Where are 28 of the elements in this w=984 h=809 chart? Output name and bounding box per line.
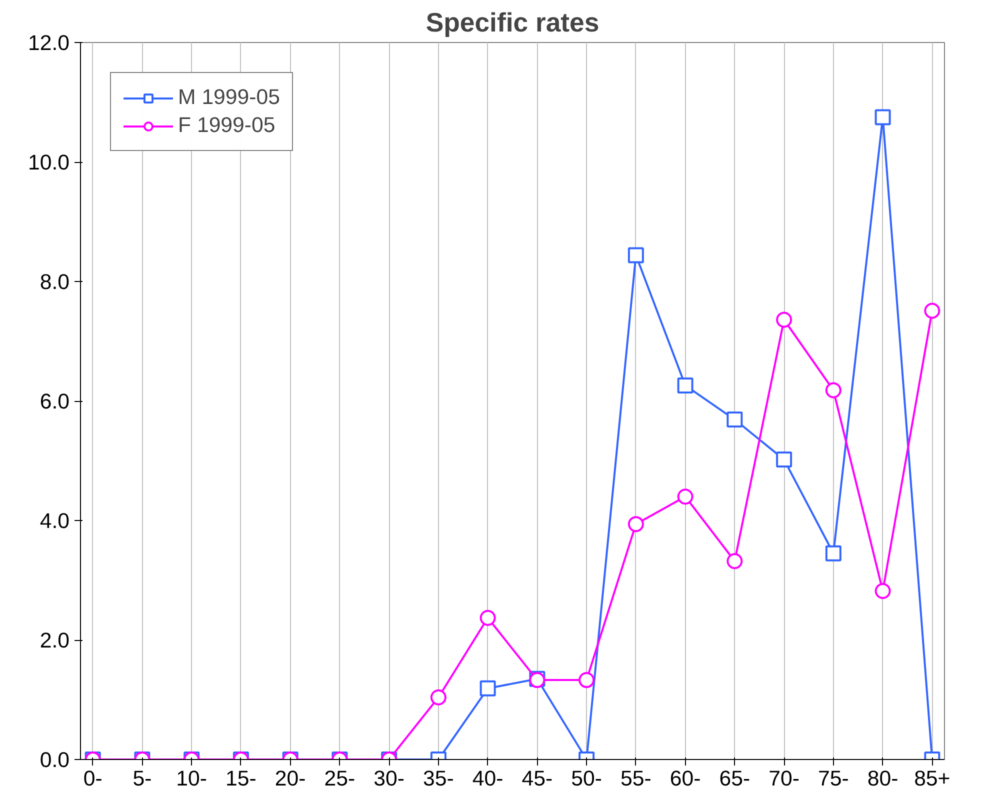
y-tick-label: 2.0 [40, 628, 70, 652]
x-tick-label: 10- [176, 766, 207, 790]
x-tick-label: 75- [818, 766, 849, 790]
y-tick-label: 0.0 [40, 748, 70, 772]
x-tick-label: 30- [374, 766, 404, 790]
x-tick-label: 45- [522, 766, 553, 790]
legend-label: F 1999-05 [178, 113, 276, 138]
x-tick-label: 80- [867, 766, 898, 790]
y-tick-label: 10.0 [28, 150, 70, 174]
y-tick-label: 8.0 [40, 270, 70, 294]
y-tick-label: 12.0 [28, 31, 70, 55]
x-tick-label: 65- [719, 766, 750, 790]
x-tick-label: 25- [324, 766, 356, 790]
x-tick-label: 85+ [914, 766, 950, 790]
legend-label: M 1999-05 [178, 85, 280, 110]
x-tick-label: 60- [670, 766, 701, 790]
x-tick-label: 35- [423, 766, 454, 790]
x-tick-label: 5- [132, 766, 152, 790]
x-tick-label: 70- [768, 766, 800, 790]
x-tick-label: 55- [620, 766, 652, 790]
x-tick-label: 40- [472, 766, 504, 790]
x-tick-label: 20- [274, 766, 306, 790]
chart-title: Specific rates [426, 8, 600, 38]
x-tick-label: 0- [83, 766, 102, 790]
y-tick-label: 6.0 [40, 390, 70, 414]
y-tick-label: 4.0 [40, 509, 70, 533]
x-tick-label: 15- [226, 766, 256, 790]
x-tick-label: 50- [571, 766, 602, 790]
